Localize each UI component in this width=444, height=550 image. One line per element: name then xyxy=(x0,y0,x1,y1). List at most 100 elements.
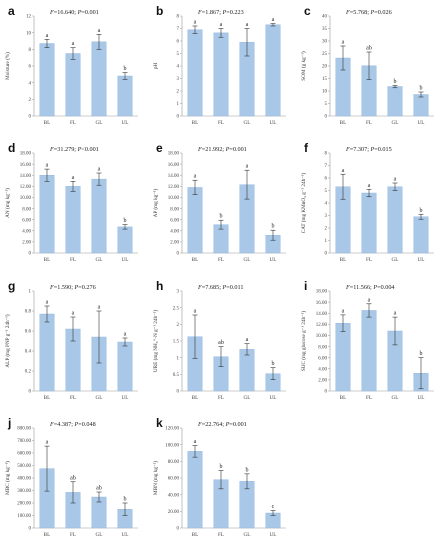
y-tick-label: 18.00 xyxy=(20,152,32,157)
significance-label: a xyxy=(98,305,101,311)
bar-BL xyxy=(187,29,203,117)
significance-label: b xyxy=(220,464,223,470)
significance-label: a xyxy=(342,40,345,46)
y-tick-label: 600.00 xyxy=(17,452,31,457)
y-tick-label: 0 xyxy=(29,252,32,257)
panel-k: k F=22.764; P=0.001 0 20.00 40.00 60.00 80.00 1… xyxy=(152,416,286,538)
y-tick-label: 0 xyxy=(325,252,328,257)
x-tick-label: UL xyxy=(270,395,277,401)
y-axis-label: SOM (g kg⁻¹) xyxy=(300,51,307,81)
y-tick-label: 4.00 xyxy=(318,367,327,372)
y-tick-label: 25 xyxy=(322,52,328,57)
x-tick-label: BL xyxy=(340,395,347,401)
panel-a: a F=16.640; P=0.001 0 2 4 6 8 10 12 Moisture (%) a… xyxy=(4,4,138,126)
y-tick-label: 8 xyxy=(29,48,32,53)
significance-label: a xyxy=(194,439,197,445)
y-tick-label: 40.00 xyxy=(168,493,180,498)
y-tick-label: 500.00 xyxy=(17,464,31,469)
significance-label: a xyxy=(246,22,249,28)
significance-label: a xyxy=(124,332,127,338)
x-tick-label: GL xyxy=(244,532,251,538)
significance-label: ab xyxy=(218,340,224,346)
stat-annotation: F=16.640; P=0.001 xyxy=(49,9,99,16)
y-tick-label: 12 xyxy=(26,15,32,20)
bar-BL xyxy=(335,323,351,392)
stat-annotation: F=31.279; P<0.001 xyxy=(49,146,99,153)
panel-letter: a xyxy=(8,4,15,18)
y-tick-label: 1 xyxy=(177,102,180,107)
x-tick-label: UL xyxy=(122,257,129,263)
bar-UL xyxy=(265,24,281,117)
y-tick-label: 100.00 xyxy=(17,514,31,519)
y-tick-label: 0 xyxy=(177,390,180,395)
y-tick-label: 4 xyxy=(177,65,180,70)
y-tick-label: 10.00 xyxy=(20,196,32,201)
panel-e: e F=21.992; P=0.001 0 2.00 4.00 6.00 8.00 10.00… xyxy=(152,141,286,263)
y-tick-label: 5 xyxy=(177,52,180,57)
significance-label: ab xyxy=(96,486,102,492)
y-tick-label: 2 xyxy=(325,227,328,232)
x-tick-label: FL xyxy=(218,257,224,263)
x-tick-label: BL xyxy=(340,257,347,263)
y-tick-label: 1 xyxy=(29,290,32,295)
bar-UL xyxy=(117,341,133,392)
y-axis-label: AN (mg kg⁻¹) xyxy=(4,188,11,218)
y-tick-label: 60.00 xyxy=(168,477,180,482)
y-tick-label: 2.5 xyxy=(173,306,180,311)
y-tick-label: 35 xyxy=(322,27,328,32)
significance-label: a xyxy=(342,308,345,314)
y-tick-label: 80.00 xyxy=(168,460,180,465)
x-tick-label: FL xyxy=(70,532,76,538)
significance-label: c xyxy=(272,504,275,510)
significance-label: b xyxy=(420,86,423,92)
significance-label: a xyxy=(46,163,49,169)
significance-label: ab xyxy=(366,46,372,52)
panel-i: i F=11.566; P=0.004 0 2.00 4.00 6.00 8.00 10.00… xyxy=(300,279,434,401)
panel-d: d F=31.279; P<0.001 0 2.00 4.00 6.00 8.00 10.00… xyxy=(4,141,138,263)
y-tick-label: 4 xyxy=(325,202,328,207)
significance-label: b xyxy=(272,361,275,367)
y-tick-label: 0.6 xyxy=(25,330,32,335)
x-tick-label: UL xyxy=(270,120,277,126)
y-tick-label: 3 xyxy=(325,214,328,219)
x-tick-label: GL xyxy=(244,257,251,263)
y-tick-label: 15 xyxy=(322,77,328,82)
y-tick-label: 18.00 xyxy=(168,152,180,157)
y-tick-label: 12.00 xyxy=(316,323,328,328)
y-tick-label: 6.00 xyxy=(22,218,31,223)
x-tick-label: BL xyxy=(44,257,51,263)
x-tick-label: UL xyxy=(418,120,425,126)
x-tick-label: UL xyxy=(122,532,129,538)
y-tick-label: 4 xyxy=(29,81,32,86)
y-tick-label: 8.00 xyxy=(170,207,179,212)
y-tick-label: 300.00 xyxy=(17,489,31,494)
significance-label: a xyxy=(368,183,371,189)
y-tick-label: 20 xyxy=(322,65,328,70)
significance-label: a xyxy=(394,311,397,317)
y-tick-label: 10.00 xyxy=(168,196,180,201)
panel-letter: f xyxy=(304,141,309,155)
y-tick-label: 0 xyxy=(325,390,328,395)
y-tick-label: 3 xyxy=(177,77,180,82)
stat-annotation: F=7.307; P=0.015 xyxy=(345,146,392,153)
y-tick-label: 7 xyxy=(325,164,328,169)
x-tick-label: UL xyxy=(122,395,129,401)
significance-label: a xyxy=(194,174,197,180)
bar-FL xyxy=(361,310,377,392)
y-tick-label: 0 xyxy=(177,252,180,257)
y-axis-label: URE (mg NH₄⁺-N g⁻¹ 24h⁻¹) xyxy=(152,310,159,372)
significance-label: a xyxy=(72,311,75,317)
y-tick-label: 14.00 xyxy=(20,174,32,179)
stat-annotation: F=5.768; P=0.026 xyxy=(345,9,392,16)
x-tick-label: BL xyxy=(192,532,199,538)
y-tick-label: 0 xyxy=(29,527,32,532)
bar-BL xyxy=(39,313,55,392)
x-tick-label: FL xyxy=(70,257,76,263)
panel-letter: k xyxy=(156,416,163,430)
bar-UL xyxy=(117,226,133,254)
x-tick-label: BL xyxy=(192,120,199,126)
y-tick-label: 6 xyxy=(177,40,180,45)
x-tick-label: GL xyxy=(392,120,399,126)
y-tick-label: 16.00 xyxy=(20,163,32,168)
